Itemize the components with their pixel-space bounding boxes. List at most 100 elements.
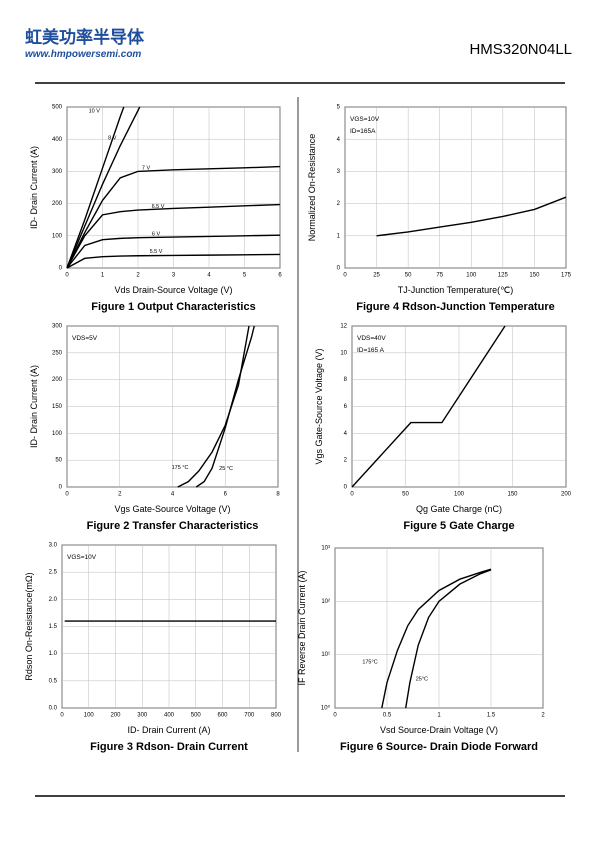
x-tick-label: 700 (244, 713, 255, 719)
curve-label: 6.5 V (152, 204, 165, 210)
figure-title: Figure 3 Rdson- Drain Current (90, 741, 248, 753)
x-tick-label: 800 (271, 713, 282, 719)
x-tick-label: 175 (561, 273, 572, 279)
annotation: VDS=5V (72, 335, 98, 342)
x-tick-label: 4 (171, 492, 175, 498)
x-tick-label: 6 (278, 273, 282, 279)
x-axis-label: Qg Gate Charge (nC) (416, 504, 502, 514)
y-axis-label: ID- Drain Current (A) (29, 365, 39, 448)
x-tick-label: 8 (276, 492, 280, 498)
x-tick-label: 5 (243, 273, 247, 279)
y-tick-label: 300 (52, 324, 63, 330)
y-tick-label: 10² (321, 599, 330, 605)
x-axis-label: Vgs Gate-Source Voltage (V) (114, 504, 230, 514)
x-axis-label: Vsd Source-Drain Voltage (V) (380, 725, 498, 735)
x-tick-label: 0 (343, 273, 347, 279)
annotation: ID=165A (350, 128, 376, 135)
y-tick-label: 0 (337, 266, 341, 272)
figure-title: Figure 5 Gate Charge (403, 520, 514, 532)
curve-label: 7 V (142, 165, 151, 171)
x-tick-label: 100 (466, 273, 477, 279)
y-tick-label: 10⁰ (321, 705, 331, 712)
curve-label: 25 °C (219, 466, 233, 472)
data-line (66, 234, 281, 269)
x-tick-label: 0 (60, 713, 64, 719)
curve-label: 10 V (89, 109, 101, 115)
y-tick-label: 4 (337, 137, 341, 143)
y-tick-label: 10 (340, 350, 347, 356)
website: www.hmpowersemi.com (25, 49, 141, 60)
x-tick-label: 2 (541, 713, 545, 719)
x-tick-label: 150 (529, 273, 540, 279)
y-tick-label: 4 (344, 431, 348, 437)
x-tick-label: 100 (454, 492, 465, 498)
data-line (376, 196, 567, 237)
x-tick-label: 0.5 (383, 713, 392, 719)
data-line (66, 165, 281, 269)
figure-title: Figure 4 Rdson-Junction Temperature (356, 301, 554, 313)
x-tick-label: 150 (507, 492, 518, 498)
y-tick-label: 0 (344, 485, 348, 491)
y-tick-label: 100 (52, 431, 63, 437)
figure-title: Figure 6 Source- Drain Diode Forward (340, 741, 538, 753)
x-tick-label: 600 (217, 713, 228, 719)
y-tick-label: 2 (337, 201, 341, 207)
y-tick-label: 0 (59, 266, 63, 272)
y-tick-label: 200 (52, 201, 63, 207)
y-tick-label: 400 (52, 137, 63, 143)
y-tick-label: 2.5 (49, 570, 58, 576)
x-tick-label: 0 (65, 492, 69, 498)
y-axis-label: Vgs Gate-Source Voltage (V) (314, 348, 324, 464)
y-tick-label: 0 (59, 485, 63, 491)
y-tick-label: 250 (52, 350, 63, 356)
y-tick-label: 0.0 (49, 706, 58, 712)
x-tick-label: 500 (191, 713, 202, 719)
x-tick-label: 2 (136, 273, 140, 279)
x-tick-label: 0 (350, 492, 354, 498)
y-tick-label: 3 (337, 169, 341, 175)
y-tick-label: 200 (52, 377, 63, 383)
curve-label: 5.5 V (150, 249, 163, 255)
x-tick-label: 300 (137, 713, 148, 719)
y-axis-label: Rdson On-Resistance(mΩ) (24, 572, 34, 680)
x-tick-label: 50 (405, 273, 412, 279)
y-tick-label: 10³ (321, 546, 330, 552)
x-tick-label: 75 (436, 273, 443, 279)
x-tick-label: 0 (333, 713, 337, 719)
plot-frame (344, 106, 567, 269)
data-line (177, 325, 250, 488)
curve-label: 6 V (152, 232, 161, 238)
y-tick-label: 1.5 (49, 624, 58, 630)
x-tick-label: 3 (172, 273, 176, 279)
y-axis-label: Normalized On-Resistance (307, 134, 317, 242)
y-tick-label: 3.0 (49, 543, 58, 549)
y-tick-label: 500 (52, 105, 63, 111)
annotation: ID=165 A (357, 347, 385, 354)
annotation: VGS=10V (67, 554, 97, 561)
x-tick-label: 125 (498, 273, 509, 279)
curve-label: 175 °C (172, 465, 189, 471)
x-tick-label: 50 (402, 492, 409, 498)
x-tick-label: 2 (118, 492, 122, 498)
x-tick-label: 6 (224, 492, 228, 498)
y-tick-label: 0.5 (49, 678, 58, 684)
curve-label: 175°C (362, 660, 377, 666)
y-tick-label: 6 (344, 404, 348, 410)
y-tick-label: 8 (344, 377, 348, 383)
curve-label: 25°C (416, 677, 428, 683)
x-tick-label: 400 (164, 713, 175, 719)
y-axis-label: IF Reverse Drain Current (A) (297, 570, 307, 685)
data-line (66, 106, 125, 269)
annotation: VDS=40V (357, 335, 386, 342)
data-line (66, 106, 141, 269)
x-tick-label: 200 (561, 492, 572, 498)
y-axis-label: ID- Drain Current (A) (29, 146, 39, 229)
x-tick-label: 1.5 (487, 713, 496, 719)
x-tick-label: 4 (207, 273, 211, 279)
data-line (351, 325, 506, 488)
y-tick-label: 10¹ (321, 652, 330, 658)
x-axis-label: ID- Drain Current (A) (127, 725, 210, 735)
y-tick-label: 100 (52, 233, 63, 239)
data-line (405, 569, 492, 709)
